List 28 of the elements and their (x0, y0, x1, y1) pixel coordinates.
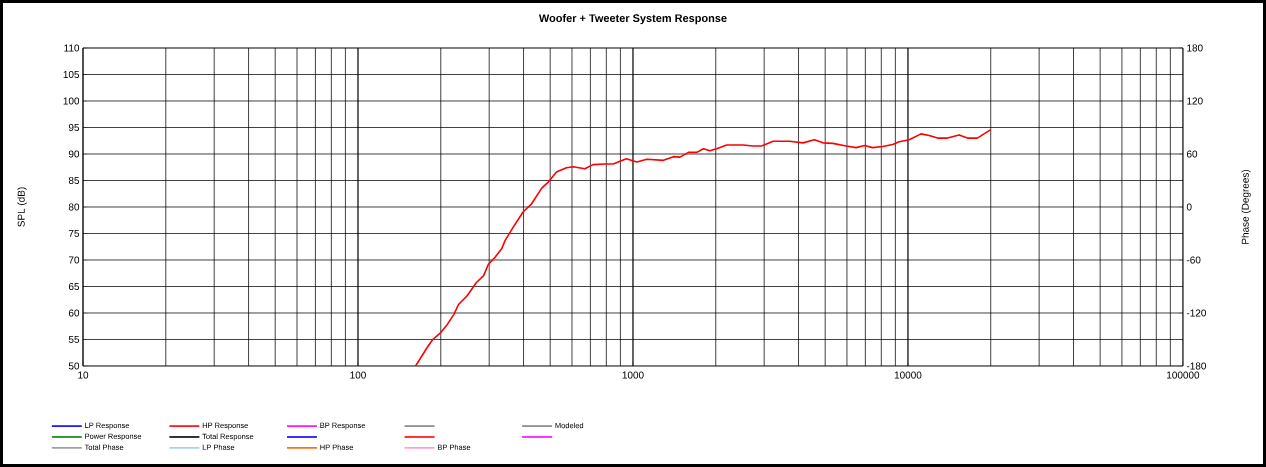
chart-title: Woofer + Tweeter System Response (538, 13, 727, 25)
y-tick-label: 85 (68, 176, 80, 185)
y2-tick-label: -120 (1186, 309, 1207, 317)
y-tick-label: 70 (68, 256, 80, 264)
y-tick-label: 105 (63, 70, 80, 79)
y2-tick-label: 180 (1187, 44, 1203, 52)
y-tick-label: 110 (64, 44, 80, 52)
x-tick-label: 1000 (622, 371, 644, 379)
y2-axis-title: Phase (Degrees) (1241, 169, 1251, 244)
x-tick-label: 100000 (1167, 371, 1200, 379)
y2-tick-label: 60 (1186, 150, 1198, 158)
y2-tick-label: -180 (1186, 362, 1207, 370)
x-tick-label: 100 (350, 371, 366, 379)
y-tick-label: 65 (68, 282, 80, 291)
y2-tick-label: -60 (1186, 256, 1201, 264)
y-tick-label: 80 (68, 203, 80, 211)
y-tick-label: 60 (68, 309, 80, 317)
y-tick-label: 95 (68, 123, 80, 132)
y-axis-title: SPL (dB) (17, 187, 27, 227)
y-tick-label: 100 (63, 97, 80, 105)
x-tick-label: 10 (78, 371, 89, 379)
y2-tick-label: 0 (1186, 203, 1192, 211)
y2-tick-label: 120 (1187, 97, 1203, 105)
x-tick-label: 10000 (894, 371, 922, 379)
y-tick-label: 50 (68, 362, 80, 370)
y-tick-label: 90 (68, 150, 80, 158)
y-tick-label: 75 (68, 230, 80, 237)
y-tick-label: 55 (68, 336, 80, 343)
